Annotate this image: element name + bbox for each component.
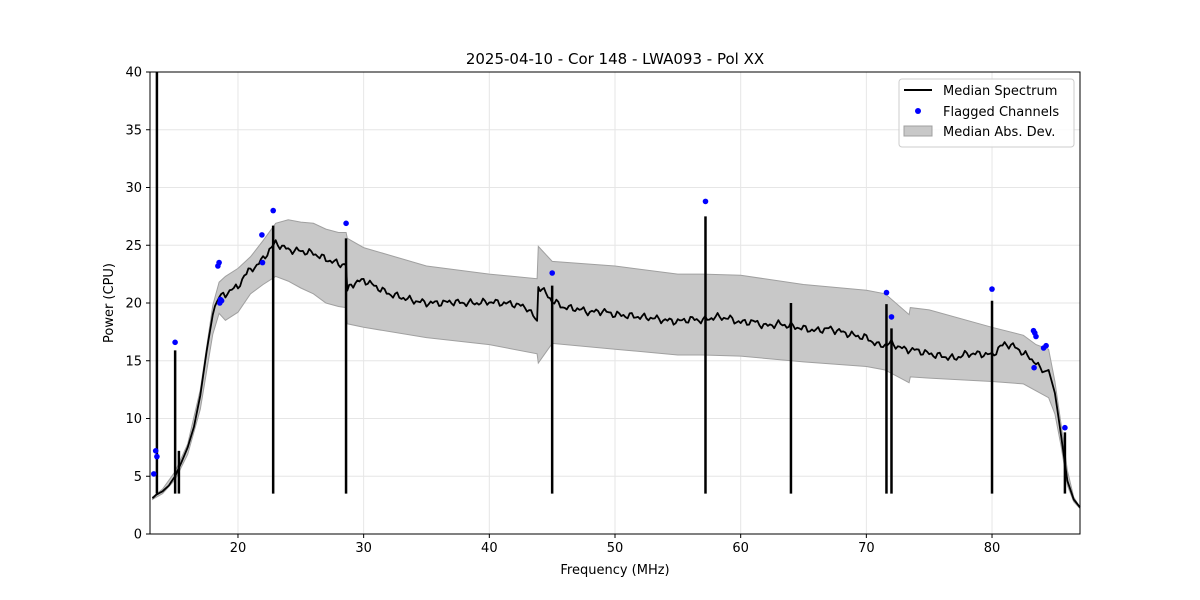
y-tick-label: 10 xyxy=(125,412,142,427)
flagged-channel-point xyxy=(270,207,277,214)
flagged-channel-point xyxy=(883,289,890,296)
median-spectrum-line xyxy=(151,239,1081,508)
legend-band-swatch xyxy=(903,125,933,137)
y-axis-title: Power (CPU) xyxy=(102,263,117,343)
flagged-channel-point xyxy=(343,220,349,227)
flagged-channel-point xyxy=(888,314,895,320)
x-tick-label: 20 xyxy=(230,541,247,556)
y-tick-label: 25 xyxy=(125,239,142,254)
x-tick-label: 50 xyxy=(607,541,624,556)
chart-title: 2025-04-10 - Cor 148 - LWA093 - Pol XX xyxy=(466,50,764,68)
legend: Median Spectrum Flagged Channels Median … xyxy=(898,78,1075,148)
y-tick-label: 15 xyxy=(125,354,142,369)
y-tick-label: 5 xyxy=(134,470,142,485)
flagged-channel-point xyxy=(172,339,178,346)
y-tick-label: 35 xyxy=(125,123,142,138)
legend-point-swatch xyxy=(915,108,921,114)
x-axis-title: Frequency (MHz) xyxy=(560,563,669,578)
x-tick-label: 40 xyxy=(481,541,498,556)
y-tick-label: 30 xyxy=(125,181,142,196)
flagged-channel-point xyxy=(549,270,555,276)
flagged-channel-point xyxy=(259,232,265,238)
flagged-channel-point xyxy=(989,286,995,292)
y-tick-label: 40 xyxy=(125,66,142,81)
flagged-channel-point xyxy=(151,471,157,477)
flagged-channel-point xyxy=(216,259,222,266)
flagged-channel-point xyxy=(1043,342,1049,349)
flagged-channel-point xyxy=(152,448,159,454)
axis-ticks: 20 30 40 50 60 70 80 0 5 10 15 20 25 30 35 40 xyxy=(125,66,1000,557)
x-tick-label: 60 xyxy=(732,541,749,556)
median-line-layer xyxy=(151,72,1081,508)
flagged-channel-point xyxy=(218,297,225,304)
legend-label-median: Median Spectrum xyxy=(943,84,1057,99)
legend-label-flagged: Flagged Channels xyxy=(943,105,1059,120)
flagged-channel-point xyxy=(1062,424,1068,431)
flagged-channel-point xyxy=(1033,333,1039,340)
y-tick-label: 0 xyxy=(134,528,142,543)
x-tick-label: 80 xyxy=(984,541,1001,556)
flagged-points-layer xyxy=(151,198,1068,477)
flagged-channel-point xyxy=(259,259,266,266)
x-tick-label: 70 xyxy=(858,541,875,556)
legend-label-mad: Median Abs. Dev. xyxy=(943,125,1055,140)
x-tick-label: 30 xyxy=(355,541,372,556)
flagged-channel-point xyxy=(1031,364,1037,371)
legend-box xyxy=(898,78,1075,148)
y-tick-label: 20 xyxy=(125,297,142,312)
flagged-channel-point xyxy=(702,198,709,205)
flagged-channel-point xyxy=(154,453,160,460)
